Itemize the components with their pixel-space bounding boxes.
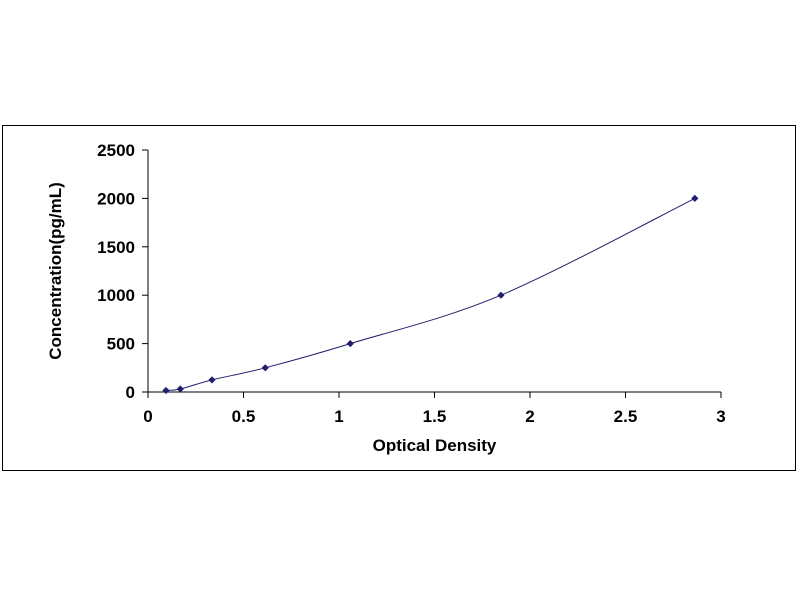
tick-labels: 0 500 1000 1500 2000 2500 0 0.5 1 1.5 2 2.5 3 xyxy=(97,141,726,426)
x-tick-label: 0.5 xyxy=(232,407,256,426)
x-tick-label: 0 xyxy=(143,407,152,426)
y-tick-label: 2000 xyxy=(97,189,135,208)
x-axis-title: Optical Density xyxy=(373,436,497,455)
fit-curve-group xyxy=(165,197,696,391)
data-point xyxy=(162,386,170,395)
x-tick-label: 2 xyxy=(525,407,534,426)
x-tick-label: 1 xyxy=(334,407,343,426)
chart-frame: 0 500 1000 1500 2000 2500 0 0.5 1 1.5 2 2.5 3 Optica… xyxy=(2,125,796,471)
data-point xyxy=(691,194,699,202)
x-tick-label: 2.5 xyxy=(614,407,638,426)
data-point xyxy=(176,385,184,393)
x-tick-label: 1.5 xyxy=(423,407,447,426)
data-point xyxy=(497,291,505,299)
data-point xyxy=(208,376,216,384)
x-tick-label: 3 xyxy=(716,407,725,426)
data-point xyxy=(261,364,269,372)
data-points xyxy=(162,194,699,395)
y-tick-label: 1500 xyxy=(97,238,135,257)
axes xyxy=(142,149,722,398)
y-tick-label: 1000 xyxy=(97,286,135,305)
y-tick-label: 2500 xyxy=(97,141,135,160)
chart-plot: 0 500 1000 1500 2000 2500 0 0.5 1 1.5 2 2.5 3 Optica… xyxy=(46,141,726,455)
y-tick-label: 500 xyxy=(107,335,135,354)
data-point xyxy=(346,340,354,348)
y-axis-title: Concentration(pg/mL) xyxy=(46,182,65,360)
fit-curve xyxy=(165,197,696,391)
y-tick-label: 0 xyxy=(126,383,135,402)
